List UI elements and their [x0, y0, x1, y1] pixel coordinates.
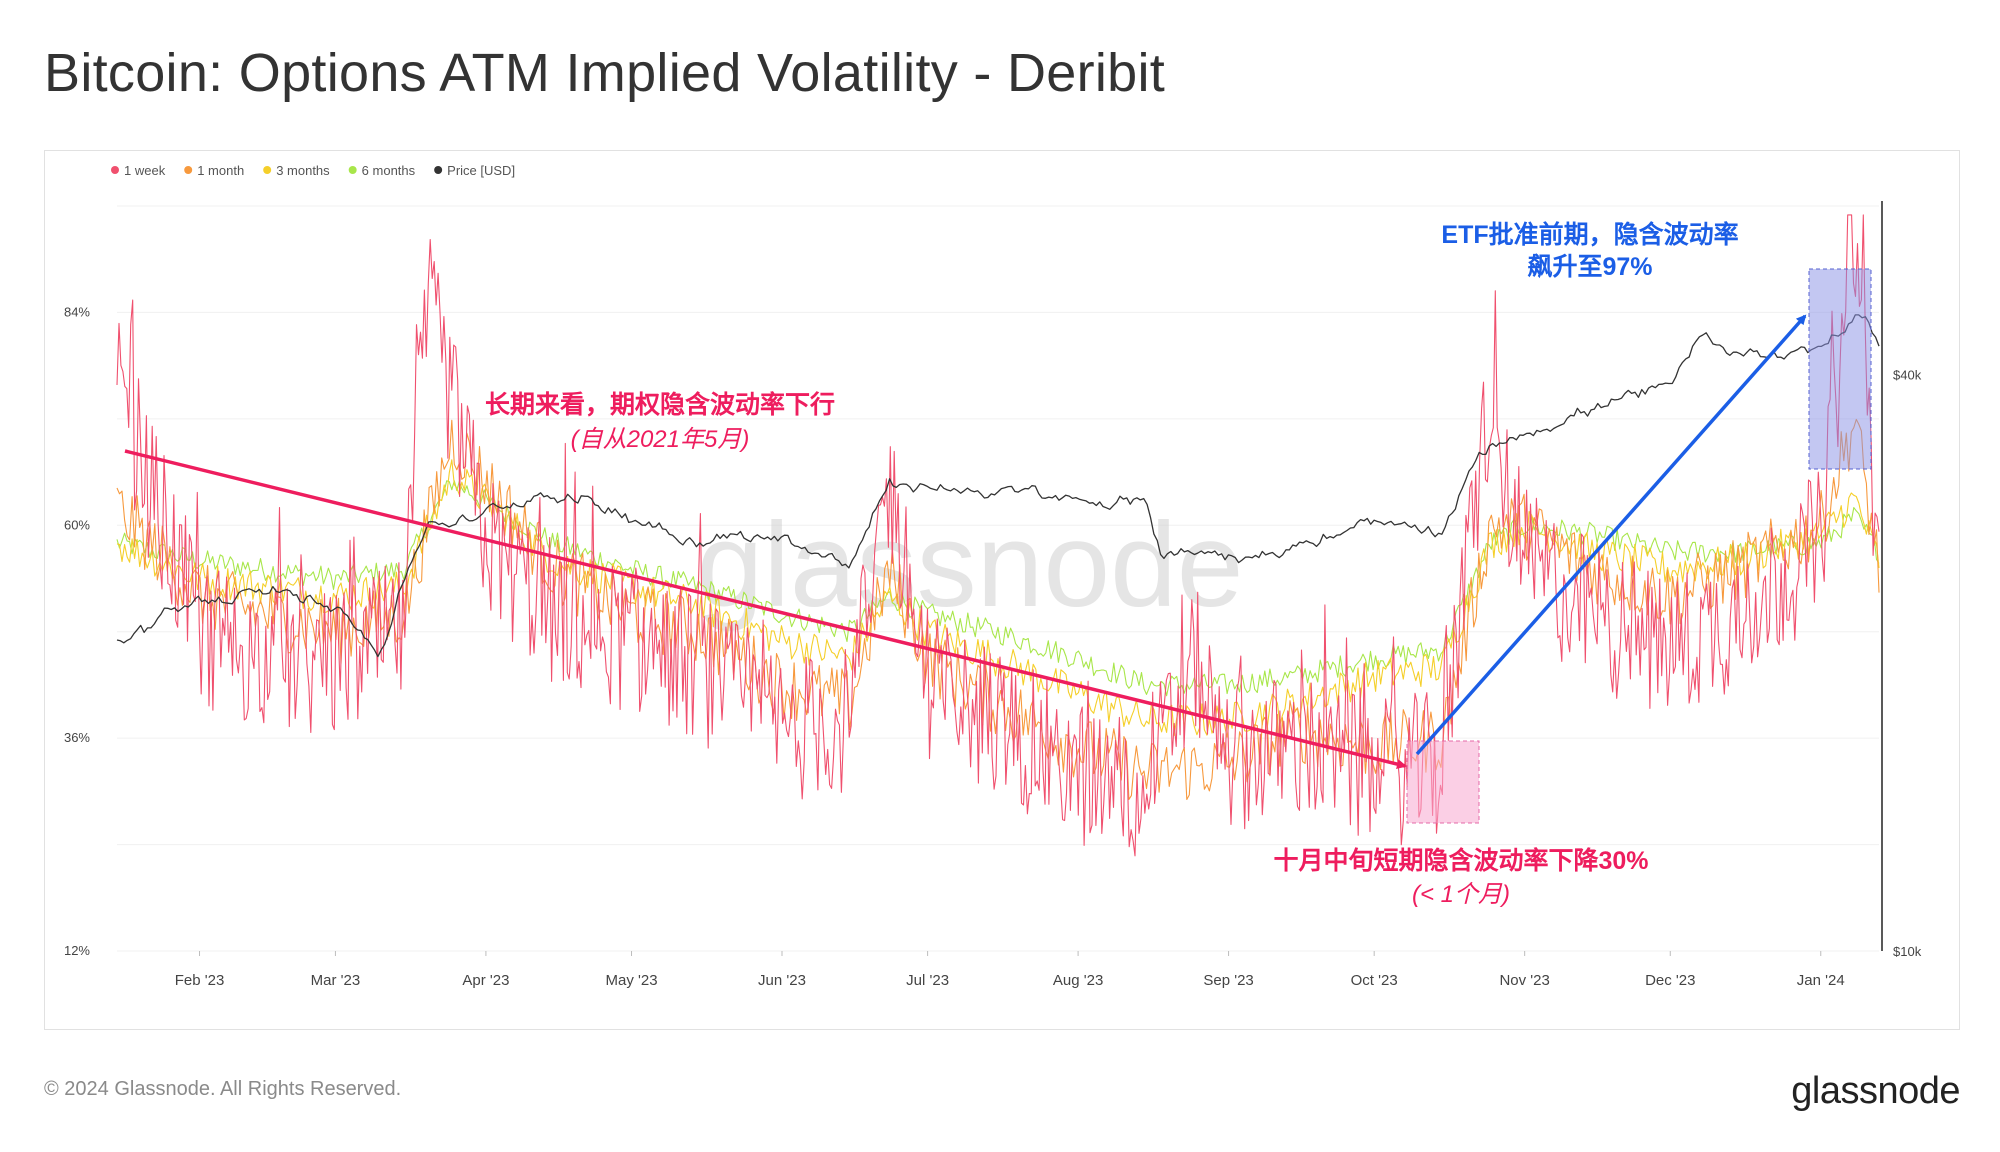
oct-highlight-box: [1406, 740, 1480, 824]
x-tick-label: Sep '23: [1203, 972, 1253, 989]
x-tick-label: Dec '23: [1645, 972, 1695, 989]
legend-label-5: Price [USD]: [447, 163, 515, 178]
series-line-3-months: [116, 459, 1880, 738]
page-title: Bitcoin: Options ATM Implied Volatility …: [44, 43, 1166, 103]
footer-copyright: © 2024 Glassnode. All Rights Reserved.: [44, 1078, 402, 1100]
trend-arrow-blue: [1415, 314, 1807, 756]
etf-highlight-box: [1808, 268, 1872, 470]
annotation-oct-title: 十月中旬短期隐含波动率下降30%: [1273, 846, 1648, 875]
legend-dot-2: [184, 166, 193, 174]
x-tick-label: Apr '23: [462, 972, 509, 989]
right-y-tick-label: $10k: [1893, 944, 1922, 959]
legend-label-4: 6 months: [362, 163, 416, 178]
x-tick-label: Aug '23: [1053, 972, 1103, 989]
legend-label-1: 1 week: [124, 163, 166, 178]
annotation-etf-sub: 飙升至97%: [1527, 253, 1652, 281]
chart-svg: glassnode 1 week 1 month 3 months 6 months Pr…: [64, 163, 1922, 989]
legend-label-2: 1 month: [197, 163, 244, 178]
y-tick-label: 12%: [64, 943, 90, 958]
series-line-price-usd-: [116, 314, 1880, 658]
x-tick-label: Jun '23: [758, 972, 806, 989]
x-tick-label: Mar '23: [311, 972, 361, 989]
y-tick-label: 60%: [64, 517, 90, 532]
annotation-long-term-title: 长期来看，期权隐含波动率下行: [485, 390, 835, 419]
y-tick-label: 36%: [64, 730, 90, 745]
annotation-oct-sub: (< 1个月): [1412, 881, 1510, 908]
x-tick-label: Nov '23: [1499, 972, 1549, 989]
series-line-1-week: [116, 214, 1880, 857]
legend-dot-5: [434, 166, 443, 174]
trend-arrow-red: [124, 449, 1407, 769]
legend-dot-4: [348, 166, 357, 174]
annotation-long-term-sub: (自从2021年5月): [571, 426, 750, 453]
legend-dot-1: [111, 166, 119, 174]
x-tick-label: May '23: [605, 972, 657, 989]
x-tick-label: Jul '23: [906, 972, 949, 989]
x-tick-label: Oct '23: [1351, 972, 1398, 989]
x-tick-label: Jan '24: [1797, 972, 1845, 989]
legend-dot-3: [263, 166, 272, 174]
annotation-etf-title: ETF批准前期，隐含波动率: [1441, 220, 1738, 249]
watermark-text: glassnode: [696, 498, 1243, 632]
y-tick-label: 84%: [64, 304, 90, 319]
legend-label-3: 3 months: [276, 163, 330, 178]
right-y-tick-label: $40k: [1893, 368, 1922, 383]
glassnode-logo: glassnode: [1791, 1070, 1960, 1112]
chart-container: glassnode 1 week 1 month 3 months 6 months Pr…: [44, 150, 1960, 1030]
x-tick-label: Feb '23: [175, 972, 225, 989]
